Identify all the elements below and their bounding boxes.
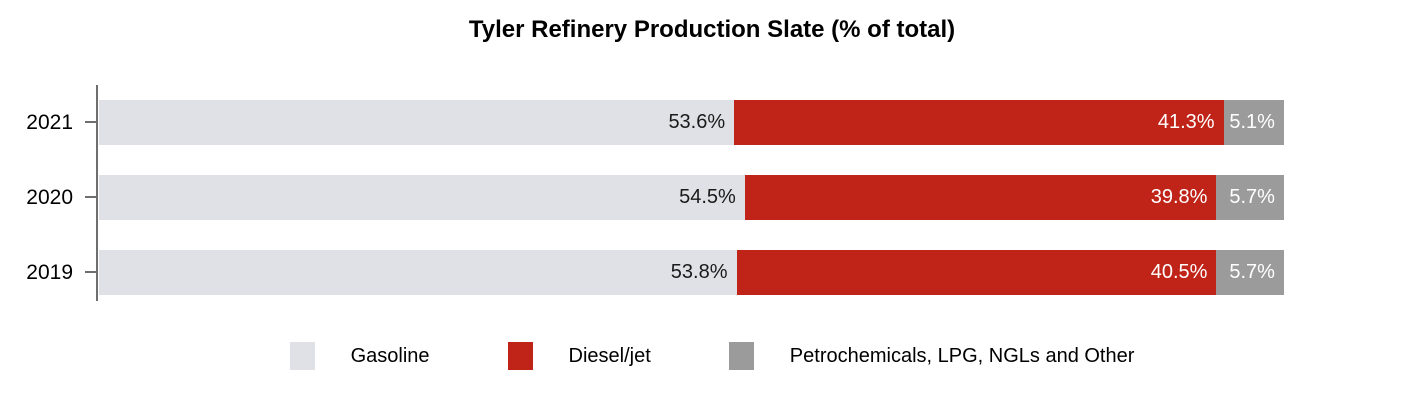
data-label: 54.5% — [679, 186, 736, 208]
bar-row-2020: 2020 54.5% 39.8% 5.7% — [0, 175, 1424, 220]
legend: Gasoline Diesel/jet Petrochemicals, LPG, N… — [0, 342, 1424, 370]
bar-segment: 5.7% — [1216, 175, 1284, 220]
legend-item: Diesel/jet — [507, 342, 651, 370]
legend-item: Gasoline — [289, 342, 430, 370]
bar-segment: 54.5% — [99, 175, 745, 220]
legend-swatch — [507, 342, 533, 370]
axis-tick — [85, 196, 97, 198]
legend-item: Petrochemicals, LPG, NGLs and Other — [728, 342, 1135, 370]
bar-row-2021: 2021 53.6% 41.3% 5.1% — [0, 100, 1424, 145]
data-label: 5.7% — [1229, 261, 1275, 283]
bar-segment: 39.8% — [744, 175, 1217, 220]
legend-label: Diesel/jet — [568, 344, 651, 367]
data-label: 39.8% — [1150, 186, 1208, 208]
y-axis-line — [96, 85, 98, 301]
data-label: 41.3% — [1157, 111, 1215, 133]
legend-swatch — [289, 342, 315, 370]
legend-label: Petrochemicals, LPG, NGLs and Other — [789, 344, 1135, 367]
bar-segment: 53.8% — [99, 250, 737, 295]
legend-label: Gasoline — [350, 344, 430, 367]
bar-segment: 40.5% — [736, 250, 1217, 295]
legend-swatch — [728, 342, 754, 370]
axis-tick — [85, 121, 97, 123]
stacked-bar: 54.5% 39.8% 5.7% — [99, 175, 1284, 220]
bar-row-2019: 2019 53.8% 40.5% 5.7% — [0, 250, 1424, 295]
bar-segment: 5.7% — [1216, 250, 1284, 295]
category-label: 2021 — [26, 111, 73, 134]
data-label: 5.1% — [1229, 111, 1275, 133]
bar-segment: 41.3% — [734, 100, 1224, 145]
category-label: 2020 — [26, 186, 73, 209]
bar-segment: 5.1% — [1223, 100, 1284, 145]
stacked-bar: 53.8% 40.5% 5.7% — [99, 250, 1284, 295]
data-label: 53.8% — [670, 261, 728, 283]
data-label: 53.6% — [668, 111, 726, 133]
data-label: 5.7% — [1229, 186, 1275, 208]
category-label: 2019 — [26, 261, 73, 284]
axis-tick — [85, 271, 97, 273]
data-label: 40.5% — [1150, 261, 1208, 283]
bar-segment: 53.6% — [99, 100, 735, 145]
chart-title: Tyler Refinery Production Slate (% of to… — [468, 16, 956, 43]
stacked-bar: 53.6% 41.3% 5.1% — [99, 100, 1284, 145]
